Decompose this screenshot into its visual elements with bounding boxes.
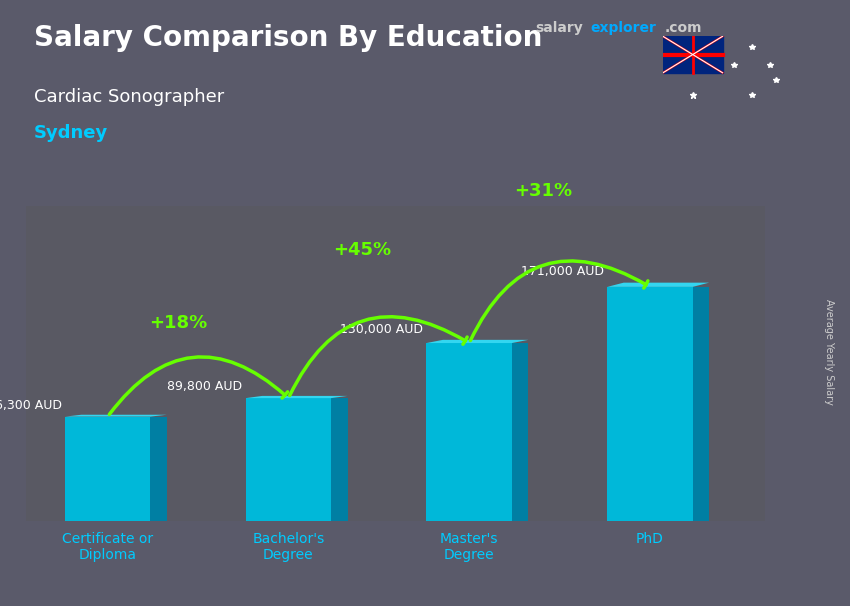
- Bar: [607, 287, 693, 521]
- Text: salary: salary: [536, 21, 583, 35]
- Text: Average Yearly Salary: Average Yearly Salary: [824, 299, 834, 404]
- Text: .com: .com: [665, 21, 702, 35]
- Text: Salary Comparison By Education: Salary Comparison By Education: [34, 24, 542, 52]
- Text: +45%: +45%: [333, 241, 392, 259]
- Text: 130,000 AUD: 130,000 AUD: [340, 323, 423, 336]
- Text: 89,800 AUD: 89,800 AUD: [167, 380, 242, 393]
- Polygon shape: [65, 415, 167, 416]
- Text: Sydney: Sydney: [34, 124, 108, 142]
- Text: +18%: +18%: [150, 314, 207, 331]
- Text: 76,300 AUD: 76,300 AUD: [0, 399, 62, 413]
- Polygon shape: [332, 398, 348, 521]
- Text: explorer: explorer: [591, 21, 656, 35]
- Polygon shape: [693, 287, 709, 521]
- Bar: [65, 416, 150, 521]
- Polygon shape: [150, 416, 167, 521]
- Text: +31%: +31%: [514, 182, 572, 200]
- Polygon shape: [246, 396, 348, 398]
- Polygon shape: [607, 282, 709, 287]
- Bar: [246, 398, 332, 521]
- Text: 171,000 AUD: 171,000 AUD: [521, 264, 604, 278]
- Text: Cardiac Sonographer: Cardiac Sonographer: [34, 88, 224, 106]
- Polygon shape: [427, 340, 529, 343]
- Bar: [663, 36, 722, 73]
- Polygon shape: [512, 343, 529, 521]
- Bar: [427, 343, 512, 521]
